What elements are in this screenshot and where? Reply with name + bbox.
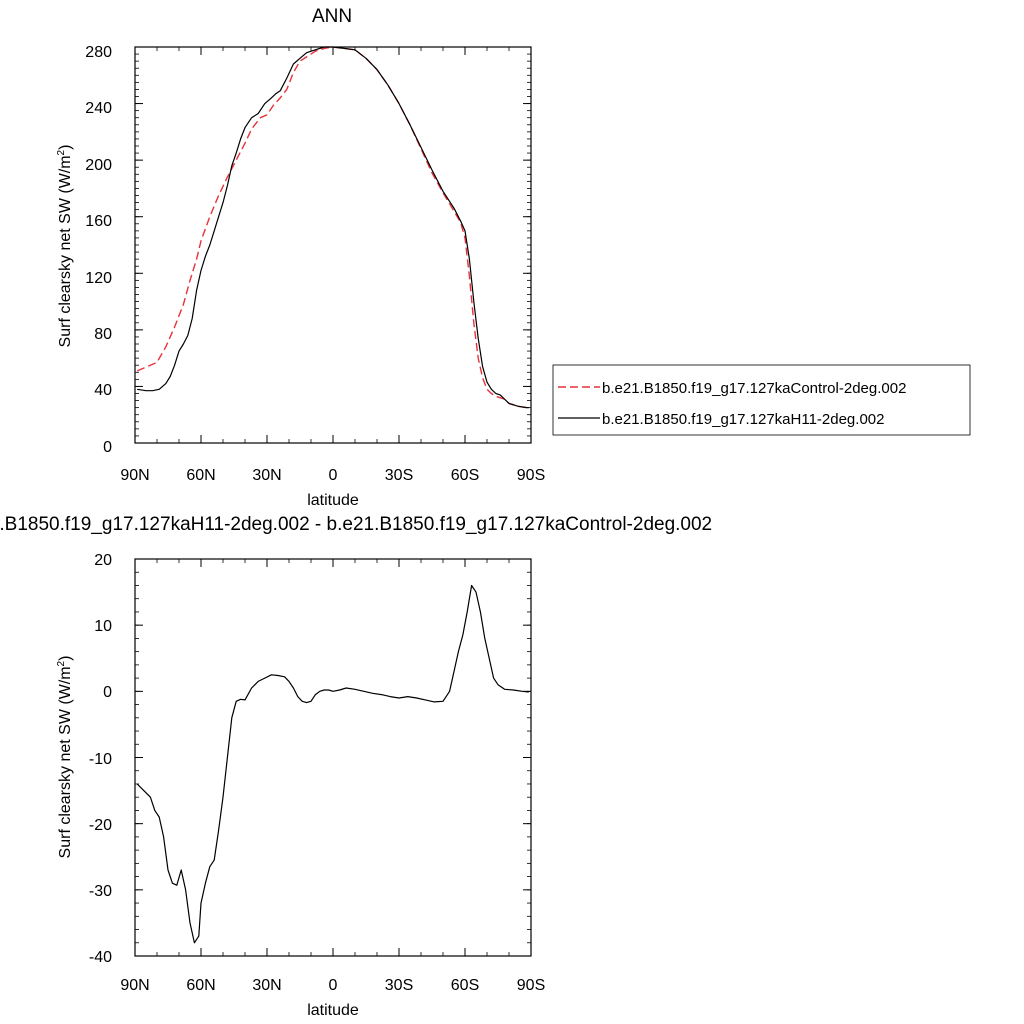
top-minor-ticks (134, 46, 532, 444)
bottom-x-axis-label: latitude (307, 1002, 359, 1019)
top-y-tick-label: 80 (94, 326, 112, 343)
top-plot-frame (134, 46, 532, 444)
top-x-tick-label: 60N (186, 467, 215, 484)
top-y-tick-label: 160 (85, 213, 112, 230)
top-x-tick-label: 90S (517, 467, 545, 484)
bottom-series-group (136, 584, 529, 944)
top-panel: ANN 0 40 80 120 160 200 240 280 90N 60N … (56, 6, 971, 509)
bottom-x-tick-label: 30N (252, 977, 281, 994)
bottom-panel: b.e21.B1850.f19_g17.127kaH11-2deg.002 - … (0, 514, 712, 1019)
top-y-tick-label: 120 (85, 270, 112, 287)
top-y-tick-label: 240 (85, 100, 112, 117)
bottom-x-tick-label: 90S (517, 977, 545, 994)
bottom-y-tick-labels: -40 -30 -20 -10 0 10 20 (89, 552, 112, 966)
top-x-tick-label: 60S (451, 467, 479, 484)
top-chart-title: ANN (312, 6, 352, 27)
bottom-y-tick-label: -10 (89, 751, 112, 768)
bottom-y-tick-label: -20 (89, 817, 112, 834)
top-x-tick-labels: 90N 60N 30N 0 30S 60S 90S (120, 467, 545, 484)
bottom-plot-frame (134, 558, 532, 957)
bottom-y-tick-label: -40 (89, 949, 112, 966)
bottom-major-ticks (134, 558, 532, 957)
top-y-axis-label: Surf clearsky net SW (W/m2) (56, 145, 74, 348)
top-x-tick-label: 0 (329, 467, 338, 484)
top-x-tick-label: 30N (252, 467, 281, 484)
top-y-tick-label: 280 (85, 44, 112, 61)
top-y-tick-labels: 0 40 80 120 160 200 240 280 (85, 44, 112, 456)
bottom-x-tick-labels: 90N 60N 30N 0 30S 60S 90S (120, 977, 545, 994)
legend-label-control: b.e21.B1850.f19_g17.127kaControl-2deg.00… (602, 380, 906, 397)
bottom-y-axis-label: Surf clearsky net SW (W/m2) (56, 656, 74, 859)
legend-label-h11: b.e21.B1850.f19_g17.127kaH11-2deg.002 (602, 411, 884, 428)
bottom-x-tick-label: 90N (120, 977, 149, 994)
top-y-tick-label: 200 (85, 157, 112, 174)
top-y-tick-label: 0 (103, 439, 112, 456)
legend-box (552, 364, 971, 436)
bottom-y-tick-label: 0 (103, 684, 112, 701)
top-y-tick-label: 40 (94, 382, 112, 399)
bottom-x-tick-label: 0 (329, 977, 338, 994)
bottom-y-tick-label: 20 (94, 552, 112, 569)
top-x-tick-label: 30S (385, 467, 413, 484)
bottom-x-tick-label: 30S (385, 977, 413, 994)
bottom-y-tick-label: -30 (89, 883, 112, 900)
legend: b.e21.B1850.f19_g17.127kaControl-2deg.00… (552, 364, 971, 436)
bottom-chart-title: b.e21.B1850.f19_g17.127kaH11-2deg.002 - … (0, 514, 712, 535)
bottom-x-tick-label: 60S (451, 977, 479, 994)
bottom-x-tick-label: 60N (186, 977, 215, 994)
series-line-control (136, 46, 529, 409)
top-major-ticks (134, 46, 532, 444)
bottom-minor-ticks (134, 558, 532, 957)
series-line-difference (136, 584, 529, 944)
bottom-y-tick-label: 10 (94, 618, 112, 635)
series-line-h11 (137, 46, 529, 409)
top-series-group (136, 46, 529, 409)
top-x-axis-label: latitude (307, 492, 359, 509)
top-x-tick-label: 90N (120, 467, 149, 484)
